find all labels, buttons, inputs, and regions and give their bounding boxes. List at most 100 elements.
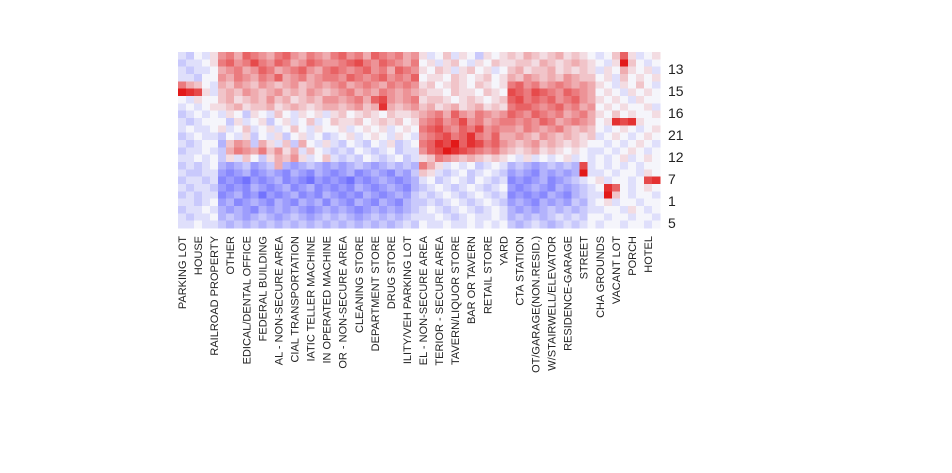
cell (419, 125, 428, 134)
cell (250, 184, 259, 192)
cell (451, 88, 460, 97)
cell (282, 162, 291, 170)
cell (194, 88, 203, 97)
cell (603, 140, 613, 148)
cell (491, 154, 500, 163)
cell (475, 154, 484, 163)
cell (555, 125, 565, 134)
cell (322, 147, 332, 156)
cell (346, 88, 356, 97)
cell (459, 52, 468, 60)
cell (459, 220, 468, 229)
cell (330, 125, 340, 134)
cell (595, 213, 605, 222)
cell (651, 154, 661, 163)
cell (443, 125, 452, 134)
cell (651, 162, 661, 170)
cell (419, 198, 428, 207)
cell (290, 198, 299, 207)
cell (435, 110, 444, 119)
cell (370, 184, 380, 192)
cell (338, 103, 348, 112)
cell (587, 169, 597, 178)
cell (651, 198, 661, 207)
cell (547, 59, 557, 68)
cell (314, 198, 324, 207)
cell (298, 110, 308, 119)
cell (202, 220, 211, 229)
cell (555, 110, 565, 119)
cell (234, 96, 243, 104)
cell (419, 140, 428, 148)
cell (451, 154, 460, 163)
cell (515, 59, 524, 68)
cell (643, 66, 653, 75)
cell (186, 59, 195, 68)
cell (563, 103, 573, 112)
cell (587, 154, 597, 163)
cell (443, 88, 452, 97)
cell (202, 103, 211, 112)
cell (362, 140, 372, 148)
cell (306, 162, 316, 170)
cell (547, 154, 557, 163)
cell (571, 103, 581, 112)
cell (378, 191, 388, 200)
cell (362, 125, 372, 134)
cell (547, 110, 557, 119)
cell (346, 154, 356, 163)
cell (226, 191, 235, 200)
cell (619, 96, 629, 104)
cell (218, 81, 227, 90)
cell (298, 191, 308, 200)
cell (539, 198, 549, 207)
cell (314, 96, 324, 104)
x-tick-label: OR - NON-SECURE AREA (338, 235, 350, 368)
cell (306, 118, 316, 126)
cell (186, 184, 195, 192)
cell (627, 88, 637, 97)
cell (210, 140, 219, 148)
cell (595, 220, 605, 229)
cell (603, 154, 613, 163)
cell (531, 132, 540, 141)
cell (635, 184, 645, 192)
cell (451, 96, 460, 104)
cell (595, 206, 605, 214)
cell (603, 206, 613, 214)
cell (523, 96, 532, 104)
cell (579, 66, 589, 75)
cell (186, 154, 195, 163)
cell (266, 88, 275, 97)
cell (194, 110, 203, 119)
cell (459, 88, 468, 97)
cell (258, 118, 267, 126)
cell (194, 132, 203, 141)
cell (314, 140, 324, 148)
cell (178, 74, 187, 82)
cell (451, 118, 460, 126)
cell (635, 66, 645, 75)
cell (250, 132, 259, 141)
cell (507, 74, 516, 82)
cell (427, 74, 436, 82)
cell (250, 74, 259, 82)
cell (467, 96, 476, 104)
cell (515, 132, 524, 141)
cell (202, 206, 211, 214)
cell (226, 169, 235, 178)
cell (330, 118, 340, 126)
cell (218, 184, 227, 192)
cell (635, 110, 645, 119)
cell (499, 59, 508, 68)
cell (483, 162, 492, 170)
cell (643, 147, 653, 156)
cell (354, 176, 364, 185)
cell (563, 132, 573, 141)
cell (394, 191, 404, 200)
cell (515, 176, 524, 185)
cell (451, 169, 460, 178)
cell (338, 191, 348, 200)
cell (523, 198, 532, 207)
